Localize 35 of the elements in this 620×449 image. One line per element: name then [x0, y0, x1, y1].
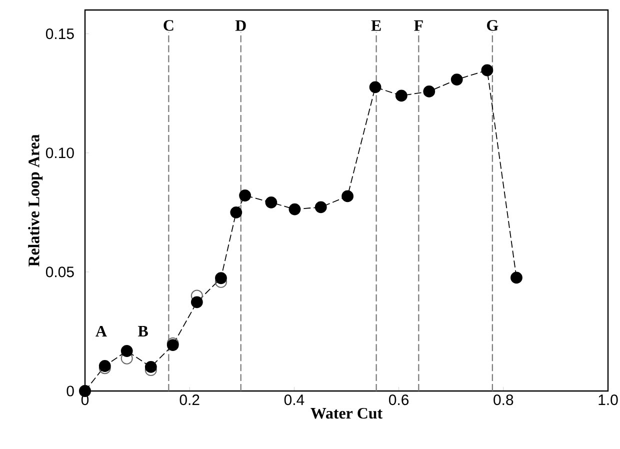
- point: [190, 296, 203, 308]
- ref-line-label: F: [414, 20, 423, 31]
- point: [120, 345, 133, 357]
- y-tick-label: 0.15: [46, 28, 74, 40]
- ref-line-label: G: [487, 20, 498, 31]
- point: [239, 190, 251, 202]
- point: [230, 206, 242, 218]
- ref-line-label: E: [371, 20, 381, 31]
- point: [314, 201, 327, 214]
- point: [265, 196, 278, 208]
- point: [369, 81, 382, 94]
- x-tick-label: 0.6: [388, 394, 409, 406]
- y-tick-label: 0.05: [46, 266, 74, 278]
- y-axis-title: Relative Loop Area: [28, 134, 43, 266]
- point: [98, 360, 111, 372]
- point: [395, 90, 408, 102]
- point: [481, 64, 494, 76]
- point: [144, 361, 157, 373]
- x-tick-label: 0.8: [494, 394, 514, 406]
- annotation: B: [138, 326, 148, 336]
- y-tick-label: 0.10: [46, 148, 74, 158]
- x-tick-label: 1.0: [598, 394, 618, 406]
- y-tick-label: 0: [66, 386, 74, 396]
- point: [423, 85, 436, 98]
- point: [510, 272, 522, 284]
- point: [215, 272, 227, 284]
- x-tick-label: 0.2: [180, 394, 200, 406]
- ref-line-label: C: [164, 20, 174, 31]
- point: [450, 74, 463, 86]
- point: [288, 203, 301, 216]
- x-axis-title: Water Cut: [310, 408, 382, 419]
- point: [342, 190, 354, 202]
- ref-line-label: D: [235, 20, 246, 31]
- x-tick-label: 0.4: [284, 394, 304, 406]
- annotation: A: [96, 326, 107, 336]
